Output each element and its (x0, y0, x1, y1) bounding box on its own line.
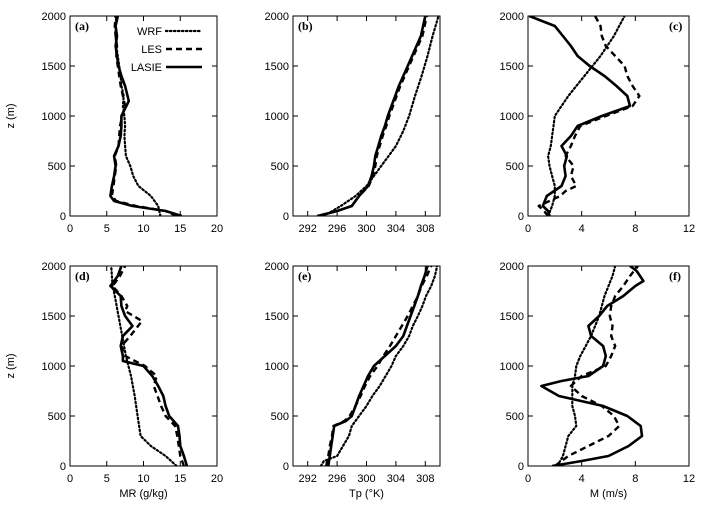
y-axis-title: z (m) (5, 103, 17, 128)
series-line-lasie (109, 266, 189, 466)
legend-label-lasie: LASIE (131, 62, 162, 74)
x-tick-label: 15 (174, 473, 186, 485)
x-tick-label: 5 (104, 223, 110, 235)
series-line-les (111, 266, 186, 466)
x-tick-label: 0 (525, 223, 531, 235)
y-tick-label: 2000 (500, 261, 524, 273)
series-line-les (537, 16, 641, 216)
legend: WRF LES LASIE (131, 26, 204, 74)
panel-tag: (c) (669, 19, 682, 33)
y-tick-label: 1500 (265, 61, 289, 73)
series-line-les (324, 266, 433, 466)
x-tick-label: 304 (387, 473, 405, 485)
legend-label-les: LES (141, 44, 162, 56)
y-tick-label: 2000 (265, 261, 289, 273)
x-tick-label: 296 (328, 473, 346, 485)
x-axis-title: Tp (°K) (349, 488, 384, 500)
y-tick-label: 1500 (500, 311, 524, 323)
y-tick-label: 2000 (42, 261, 66, 273)
panel-tag: (e) (298, 269, 311, 283)
x-tick-label: 300 (357, 473, 375, 485)
series-line-wrf (322, 16, 440, 216)
legend-label-wrf: WRF (137, 26, 162, 38)
series-line-lasie (327, 266, 429, 466)
y-axis-title: z (m) (5, 353, 17, 378)
x-tick-label: 5 (104, 473, 110, 485)
panel-a: 0 500 1000 1500 2000 0 5 10 15 20 (a) (42, 11, 224, 235)
x-axis-title: M (m/s) (590, 488, 627, 500)
x-tick-label: 0 (67, 473, 73, 485)
y-tick-label: 500 (48, 161, 66, 173)
x-tick-label: 292 (299, 223, 317, 235)
y-tick-label: 1000 (42, 111, 66, 123)
x-axis-title: MR (g/kg) (119, 488, 167, 500)
y-tick-label: 0 (518, 211, 524, 223)
panel-tag: (f) (669, 269, 681, 283)
x-tick-label: 296 (328, 223, 346, 235)
y-tick-label: 2000 (500, 11, 524, 23)
x-tick-label: 12 (683, 223, 695, 235)
x-tick-label: 20 (211, 473, 223, 485)
panel-c: 0 500 1000 1500 2000 0 4 8 12 (c) (500, 11, 696, 235)
panel-d: 0 500 1000 1500 2000 0 5 10 15 20 (d) (42, 261, 224, 485)
series-line-wrf (319, 266, 439, 466)
series-line-les (318, 16, 428, 216)
x-tick-label: 10 (137, 473, 149, 485)
panel-b: 0 500 1000 1500 2000 292 296 300 304 308 (b) (265, 11, 441, 235)
x-tick-label: 304 (387, 223, 405, 235)
x-tick-label: 0 (67, 223, 73, 235)
x-tick-label: 308 (416, 223, 434, 235)
x-tick-label: 15 (174, 223, 186, 235)
y-tick-label: 0 (518, 461, 524, 473)
y-tick-label: 0 (60, 211, 66, 223)
series-line-wrf (556, 266, 617, 466)
x-tick-label: 4 (579, 223, 585, 235)
series-line-les (554, 266, 639, 466)
y-tick-label: 0 (60, 461, 66, 473)
x-tick-label: 8 (632, 223, 638, 235)
panel-tag: (d) (75, 269, 90, 283)
series-line-lasie (528, 16, 632, 216)
x-tick-label: 308 (416, 473, 434, 485)
y-tick-label: 500 (506, 411, 524, 423)
series-line-wrf (110, 266, 178, 466)
y-tick-label: 0 (283, 461, 289, 473)
series-line-wrf (547, 16, 626, 216)
series-line-lasie (109, 16, 183, 216)
x-tick-label: 8 (632, 473, 638, 485)
x-tick-label: 10 (137, 223, 149, 235)
y-tick-label: 1000 (500, 111, 524, 123)
y-tick-label: 500 (271, 161, 289, 173)
y-tick-label: 0 (283, 211, 289, 223)
y-tick-label: 2000 (42, 11, 66, 23)
y-tick-label: 1000 (265, 111, 289, 123)
panel-tag: (b) (298, 19, 313, 33)
series-line-lasie (540, 266, 645, 466)
y-tick-label: 1500 (42, 61, 66, 73)
x-tick-label: 20 (211, 223, 223, 235)
y-tick-label: 1500 (265, 311, 289, 323)
panel-tag: (a) (75, 19, 89, 33)
x-tick-label: 4 (579, 473, 585, 485)
y-tick-label: 1000 (500, 361, 524, 373)
x-tick-label: 300 (357, 223, 375, 235)
y-tick-label: 1000 (265, 361, 289, 373)
y-tick-label: 500 (271, 411, 289, 423)
y-tick-label: 1500 (42, 311, 66, 323)
x-tick-label: 0 (525, 473, 531, 485)
series-line-lasie (316, 16, 427, 216)
series-line-wrf (114, 16, 162, 216)
y-tick-label: 1000 (42, 361, 66, 373)
panel-e: 0 500 1000 1500 2000 292 296 300 304 308 (e) (265, 261, 441, 485)
y-tick-label: 500 (506, 161, 524, 173)
x-tick-label: 12 (683, 473, 695, 485)
y-tick-label: 1500 (500, 61, 524, 73)
x-tick-label: 292 (299, 473, 317, 485)
y-tick-label: 500 (48, 411, 66, 423)
panel-f: 0 500 1000 1500 2000 0 4 8 12 (f) (500, 261, 696, 485)
y-tick-label: 2000 (265, 11, 289, 23)
